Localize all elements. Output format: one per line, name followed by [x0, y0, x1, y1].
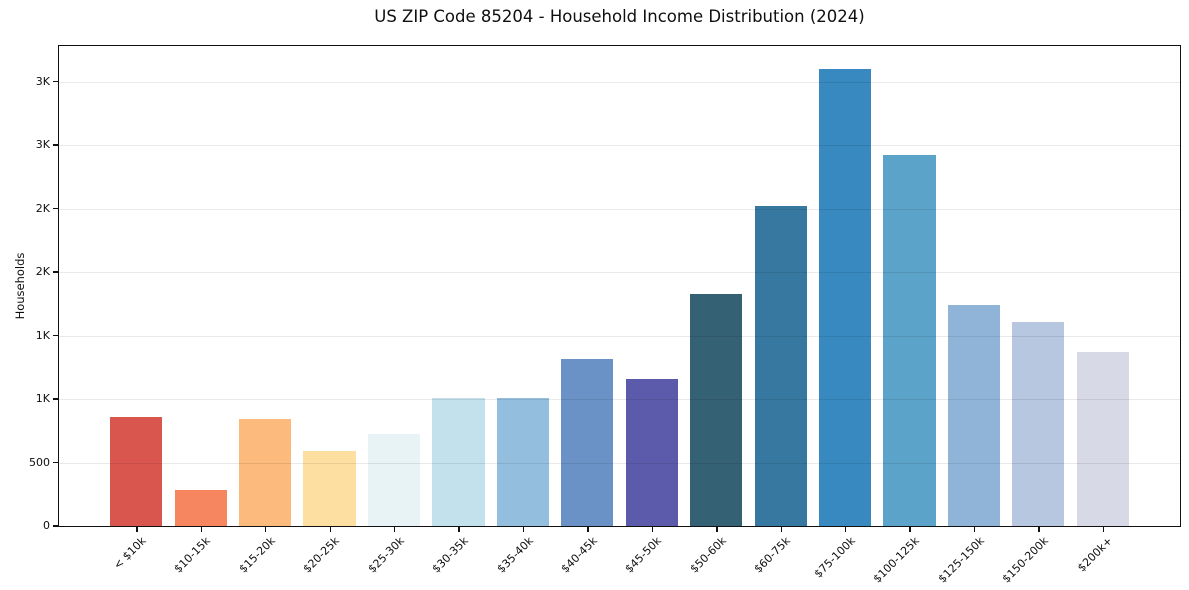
bar-slot-5: $25-30k: [362, 46, 426, 576]
y-tick-label: 500: [29, 455, 50, 469]
y-tick-label: 2K: [35, 265, 50, 279]
bar-11: [754, 206, 807, 526]
bar-1: [110, 416, 163, 526]
bar-6: [432, 397, 485, 526]
x-tick-mark: [136, 527, 138, 532]
y-tick-mark: [53, 334, 58, 337]
x-tick-mark: [1102, 527, 1105, 532]
x-tick-mark: [522, 527, 525, 532]
y-tick-label: 1K: [35, 392, 50, 406]
bar-14: [947, 305, 1000, 526]
bar-slot-13: $100-125k: [871, 46, 941, 585]
bar-10: [690, 293, 743, 526]
bar-15: [1012, 321, 1065, 526]
x-tick-mark: [845, 527, 847, 532]
bars-container: < $10k $10-15k $15-20k $20-25k $25-30k $30-35…: [59, 46, 1180, 585]
x-tick-label: $45-50k: [622, 534, 665, 576]
bar-slot-14: $125-150k: [935, 46, 1006, 585]
chart-title: US ZIP Code 85204 - Household Income Dis…: [374, 7, 865, 26]
bar-slot-4: $20-25k: [297, 46, 361, 576]
x-tick-mark: [909, 527, 911, 532]
x-tick-mark: [329, 527, 331, 532]
x-tick-label: $40-45k: [558, 534, 600, 576]
x-tick-label: $100-125k: [870, 534, 922, 586]
y-tick-mark: [53, 207, 58, 210]
bar-12: [818, 68, 872, 526]
y-tick-label: 2K: [35, 201, 50, 215]
x-tick-label: $125-150k: [935, 534, 987, 586]
x-tick-label: < $10k: [111, 534, 149, 572]
bar-slot-11: $60-75k: [748, 46, 812, 576]
bar-slot-16: $200k+: [1071, 46, 1135, 574]
bar-slot-9: $45-50k: [620, 46, 684, 576]
x-tick-label: $25-30k: [365, 534, 407, 576]
bar-slot-12: $75-100k: [811, 46, 877, 580]
bar-4: [303, 451, 356, 526]
x-tick-label: $35-40k: [494, 534, 536, 576]
bar-13: [883, 155, 936, 526]
y-tick-mark: [53, 398, 58, 400]
x-tick-label: $200k+: [1075, 534, 1116, 575]
x-tick-label: $30-35k: [429, 534, 471, 576]
x-tick-mark: [587, 527, 589, 532]
x-tick-label: $15-20k: [236, 534, 278, 576]
y-tick-label: 3K: [35, 74, 50, 88]
y-tick-label: 1K: [35, 328, 50, 342]
y-tick-label: 0: [43, 519, 50, 532]
x-tick-mark: [973, 527, 976, 532]
x-tick-mark: [716, 527, 718, 532]
x-tick-label: $75-100k: [811, 534, 858, 581]
bar-8: [561, 359, 614, 526]
x-tick-mark: [1038, 527, 1040, 532]
bar-slot-6: $30-35k: [426, 46, 490, 576]
y-axis-label: Households: [13, 252, 27, 320]
bar-slot-7: $35-40k: [491, 46, 555, 576]
y-tick-mark: [53, 271, 58, 273]
bar-slot-1: < $10k: [104, 46, 168, 572]
plot-area: < $10k $10-15k $15-20k $20-25k $25-30k $30-35…: [29, 45, 1181, 585]
y-tick-mark: [53, 144, 58, 146]
x-tick-label: $60-75k: [751, 534, 794, 576]
x-tick-mark: [458, 527, 460, 532]
x-tick-label: $20-25k: [300, 534, 343, 576]
x-tick-label: $150-200k: [999, 534, 1051, 586]
bar-slot-3: $15-20k: [233, 46, 297, 576]
bar-slot-8: $40-45k: [555, 46, 619, 576]
bar-7: [496, 397, 549, 526]
x-tick-mark: [200, 527, 203, 532]
y-tick-mark: [53, 80, 58, 83]
x-tick-label: $10-15k: [171, 534, 214, 576]
y-tick-mark: [53, 461, 58, 464]
y-tick-label: 3K: [35, 138, 50, 152]
bar-3: [239, 418, 292, 526]
y-tick-mark: [53, 525, 58, 527]
x-tick-mark: [651, 527, 654, 532]
x-tick-mark: [393, 527, 396, 532]
bar-9: [625, 378, 678, 526]
bar-slot-10: $50-60k: [684, 46, 748, 576]
x-tick-mark: [265, 527, 267, 532]
bar-slot-15: $150-200k: [1000, 46, 1070, 585]
x-tick-label: $50-60k: [687, 534, 729, 576]
x-tick-mark: [780, 527, 782, 532]
bar-2: [174, 489, 227, 526]
bar-5: [367, 433, 421, 526]
bar-slot-2: $10-15k: [168, 46, 232, 576]
bar-16: [1076, 352, 1129, 526]
